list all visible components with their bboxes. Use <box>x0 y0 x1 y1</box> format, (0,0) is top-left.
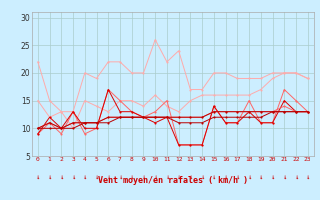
Text: ↗: ↗ <box>292 172 300 180</box>
Text: ↗: ↗ <box>187 172 194 180</box>
Text: ↗: ↗ <box>175 172 182 180</box>
Text: ↗: ↗ <box>304 172 311 180</box>
Text: ↗: ↗ <box>234 172 241 180</box>
Text: ↗: ↗ <box>46 172 53 180</box>
X-axis label: Vent moyen/en rafales ( km/h ): Vent moyen/en rafales ( km/h ) <box>98 176 248 185</box>
Text: ↗: ↗ <box>128 172 135 180</box>
Text: ↗: ↗ <box>269 172 276 180</box>
Text: ↗: ↗ <box>222 172 229 180</box>
Text: ↗: ↗ <box>81 172 88 180</box>
Text: ↗: ↗ <box>257 172 264 180</box>
Text: ↗: ↗ <box>210 172 218 180</box>
Text: ↗: ↗ <box>152 172 159 180</box>
Text: ↗: ↗ <box>281 172 288 180</box>
Text: ↗: ↗ <box>245 172 253 180</box>
Text: ↗: ↗ <box>58 172 65 180</box>
Text: ↗: ↗ <box>163 172 171 180</box>
Text: ↗: ↗ <box>69 172 77 180</box>
Text: ↗: ↗ <box>116 172 124 180</box>
Text: ↗: ↗ <box>140 172 147 180</box>
Text: ↗: ↗ <box>198 172 206 180</box>
Text: ↗: ↗ <box>105 172 112 180</box>
Text: ↗: ↗ <box>93 172 100 180</box>
Text: ↗: ↗ <box>34 172 42 180</box>
